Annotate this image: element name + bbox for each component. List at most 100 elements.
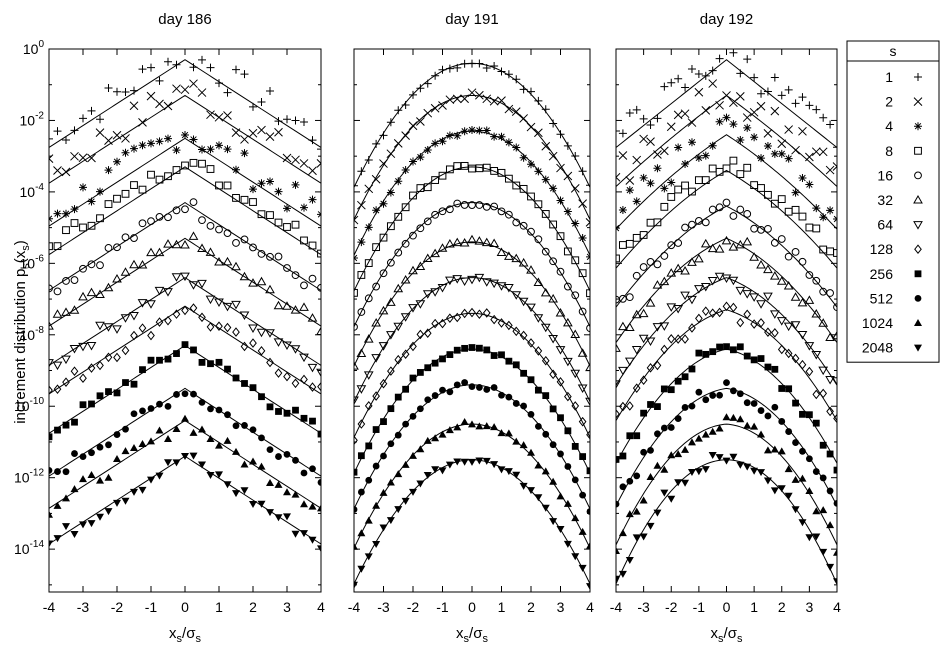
- cross-marker: [791, 145, 800, 155]
- plus-marker: [763, 87, 772, 96]
- plus-marker: [736, 69, 745, 78]
- open-square-marker: [172, 166, 181, 174]
- filled-circle-marker: [416, 405, 424, 413]
- x-tick-label: -2: [111, 599, 124, 615]
- cross-marker: [87, 153, 96, 163]
- filled-triangle-up-marker: [291, 490, 300, 498]
- open-triangle-down-marker: [811, 350, 822, 360]
- open-square-marker: [619, 241, 627, 249]
- plus-marker: [571, 151, 580, 160]
- open-square-marker: [189, 158, 198, 167]
- plus-marker: [147, 63, 155, 72]
- x-tick-label: -2: [407, 599, 420, 615]
- filled-circle-marker: [736, 390, 744, 398]
- open-circle-marker: [147, 217, 155, 226]
- series-s-2: [354, 88, 590, 227]
- cross-marker: [504, 104, 514, 114]
- open-triangle-down-marker: [273, 338, 284, 347]
- fit-curve: [354, 166, 590, 292]
- fit-curve: [49, 419, 321, 509]
- cross-marker: [556, 163, 565, 173]
- filled-triangle-down-marker: [578, 564, 587, 572]
- open-triangle-up-marker: [533, 277, 544, 287]
- legend-entry-label: 1024: [862, 315, 893, 331]
- x-tick-label: 2: [778, 599, 786, 615]
- asterisk-marker: [155, 137, 164, 146]
- filled-square-marker: [354, 468, 358, 476]
- plus-marker: [784, 85, 793, 94]
- filled-circle-marker: [439, 386, 446, 394]
- open-square-marker: [764, 190, 772, 199]
- series-s-2: [616, 79, 837, 187]
- asterisk-marker: [394, 177, 403, 186]
- open-triangle-up-marker: [171, 239, 182, 249]
- filled-circle-marker: [702, 396, 710, 404]
- open-triangle-up-marker: [659, 276, 670, 286]
- filled-circle-marker: [542, 430, 550, 438]
- open-circle-marker: [632, 271, 641, 280]
- plus-marker: [534, 96, 543, 105]
- asterisk-marker: [121, 148, 130, 157]
- plus-marker: [70, 126, 79, 135]
- filled-circle-marker: [241, 422, 248, 429]
- open-diamond-marker: [736, 317, 745, 328]
- open-diamond-marker: [240, 341, 249, 352]
- filled-square-marker: [640, 409, 648, 417]
- open-square-marker: [736, 170, 745, 178]
- open-circle-marker: [743, 209, 752, 218]
- open-triangle-up-marker: [146, 247, 156, 257]
- open-triangle-down-marker: [577, 384, 588, 394]
- asterisk-marker: [750, 133, 759, 142]
- filled-triangle-up-marker: [249, 457, 257, 465]
- open-triangle-down-marker: [680, 291, 690, 301]
- plus-marker: [914, 73, 922, 81]
- plus-marker: [625, 108, 634, 117]
- x-tick-label: 0: [468, 599, 476, 615]
- cross-marker: [282, 153, 292, 163]
- filled-triangle-up-marker: [722, 413, 731, 421]
- plus-marker: [409, 90, 417, 99]
- plus-marker: [206, 63, 215, 72]
- filled-circle-marker: [520, 402, 528, 410]
- open-square-marker: [694, 176, 703, 185]
- cross-marker: [172, 84, 181, 94]
- plus-marker: [401, 101, 410, 110]
- x-tick-label: -3: [377, 599, 390, 615]
- cross-marker: [78, 153, 88, 163]
- cross-marker: [659, 146, 669, 156]
- open-triangle-down-marker: [239, 311, 250, 320]
- plus-marker: [249, 102, 257, 111]
- open-square-marker: [357, 271, 366, 279]
- filled-triangle-down-marker: [257, 500, 266, 508]
- open-triangle-down-marker: [504, 283, 514, 293]
- open-square-marker: [616, 254, 620, 263]
- filled-square-marker: [681, 373, 689, 381]
- open-square-marker: [138, 185, 147, 194]
- open-diamond-marker: [164, 315, 172, 326]
- filled-triangle-down-marker: [687, 469, 696, 477]
- x-axis-label: xs/σs: [169, 625, 201, 645]
- open-triangle-down-marker: [307, 363, 318, 373]
- open-triangle-down-marker: [154, 286, 165, 296]
- open-triangle-down-marker: [354, 396, 359, 406]
- cross-marker: [578, 199, 587, 208]
- cross-marker: [482, 94, 492, 104]
- cross-marker: [585, 218, 590, 227]
- open-diamond-marker: [771, 327, 779, 338]
- filled-triangle-up-marker: [423, 436, 432, 444]
- filled-triangle-down-marker: [541, 504, 550, 512]
- filled-circle-marker: [695, 388, 703, 396]
- filled-circle-marker: [147, 405, 155, 412]
- filled-circle-marker: [914, 295, 922, 302]
- filled-triangle-up-marker: [70, 485, 79, 493]
- open-circle-marker: [534, 235, 543, 244]
- series-s-256: [49, 341, 321, 441]
- open-triangle-down-marker: [61, 355, 71, 365]
- open-triangle-down-marker: [832, 377, 837, 386]
- open-diamond-marker: [416, 329, 425, 340]
- filled-square-marker: [542, 392, 550, 400]
- plus-marker: [653, 114, 662, 123]
- filled-square-marker: [215, 358, 223, 366]
- filled-triangle-up-marker: [556, 492, 565, 500]
- open-triangle-up-marker: [714, 244, 725, 253]
